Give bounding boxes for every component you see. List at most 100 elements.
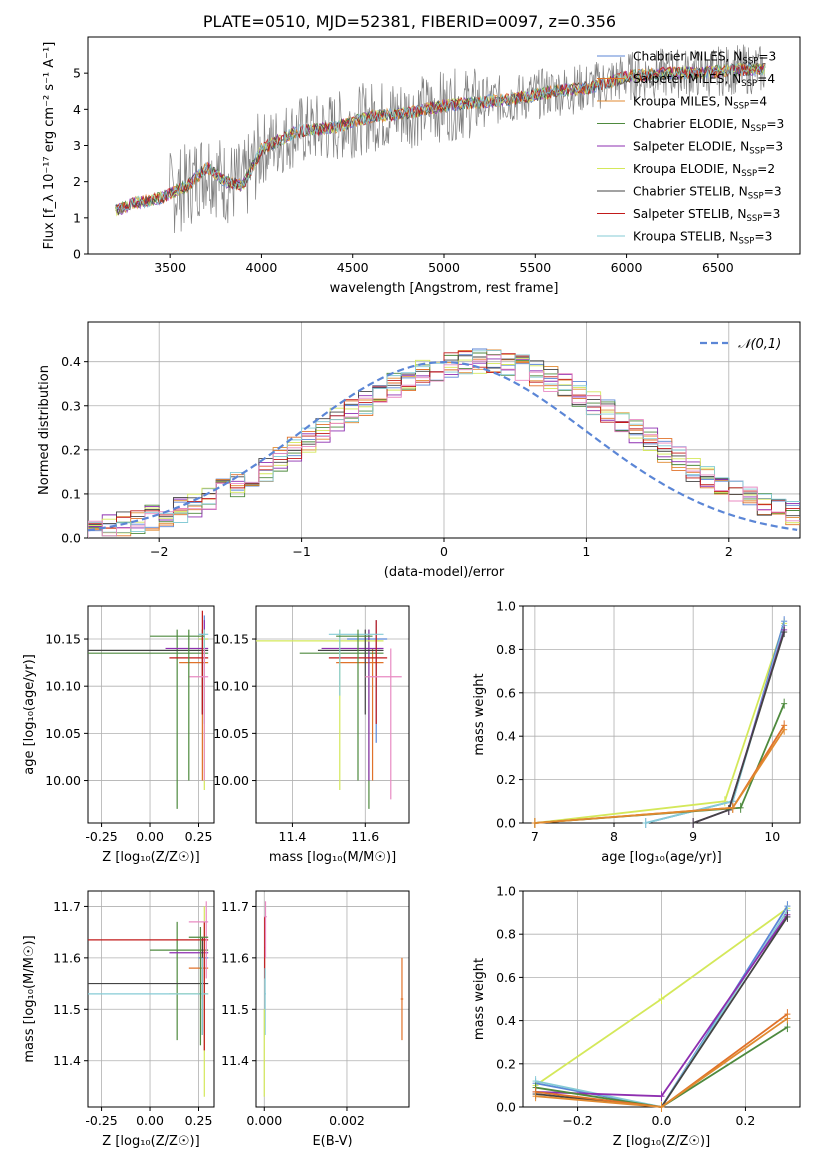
y-tick-label: 0.8	[496, 927, 516, 942]
y-axis-label: mass weight	[472, 673, 487, 755]
y-axis-label: Normed distribution	[37, 365, 52, 495]
y-tick-label: 2	[73, 174, 81, 189]
residual-histogram	[88, 350, 800, 538]
y-tick-label: 10.00	[45, 773, 81, 788]
x-tick-label: 6500	[702, 260, 734, 275]
mass-vs-Z-plot	[88, 901, 209, 1097]
weight-vs-Z-axes: −0.2 0.0 0.2 0.0 0.2 0.4 0.6 0.8 1.0 Z [log₁₀(Z/Z…	[472, 884, 801, 1149]
x-tick-label: 0	[440, 544, 448, 559]
x-axis-label: E(B-V)	[312, 1134, 352, 1149]
weight-vs-age-axes: 7 8 9 10 0.0 0.2 0.4 0.6 0.8 1.0 age [log₁₀(age/yr…	[472, 599, 801, 865]
weight-series-line	[645, 625, 786, 824]
y-tick-label: 0.4	[496, 1013, 516, 1028]
x-tick-label: 7	[531, 829, 539, 844]
model-line-salpeter-stelib	[115, 62, 766, 212]
x-tick-label: 6000	[611, 260, 643, 275]
figure-title: PLATE=0510, MJD=52381, FIBERID=0097, z=0…	[202, 12, 617, 31]
y-tick-label: 0.6	[496, 685, 516, 700]
y-tick-label: 11.6	[221, 950, 249, 965]
legend-label: Salpeter ELODIE, NSSP=3	[633, 140, 783, 157]
y-tick-label: 1	[73, 210, 81, 225]
plot-frame	[87, 890, 215, 1108]
age-vs-Z-plot	[88, 610, 209, 809]
weight-vs-Z-plot	[532, 901, 791, 1112]
y-axis-label: Flux [f_λ 10⁻¹⁷ erg cm⁻² s⁻¹ A⁻¹]	[42, 42, 57, 250]
x-tick-label: -0.25	[85, 1113, 117, 1128]
x-tick-label: 4500	[337, 260, 369, 275]
legend-label: Chabrier MILES, NSSP=3	[633, 50, 776, 67]
y-tick-label: 0.0	[496, 816, 516, 831]
residual-histogram	[88, 354, 800, 538]
legend-label: Kroupa MILES, NSSP=4	[633, 95, 767, 112]
mass-vs-EBV-axes: 0.000 0.002 11.4 11.5 11.6 11.7 E(B-V)	[221, 890, 410, 1149]
x-tick-label: 0.000	[246, 1113, 282, 1128]
age-vs-mass-plot	[256, 620, 402, 809]
y-tick-label: 0.4	[61, 354, 81, 369]
plot-frame	[255, 890, 410, 1108]
y-tick-label: 11.5	[53, 1002, 81, 1017]
spectrum-legend: Chabrier MILES, NSSP=3 Salpeter MILES, NS…	[597, 50, 784, 247]
y-tick-label: 0.0	[496, 1100, 516, 1115]
y-tick-label: 0.6	[496, 970, 516, 985]
age-vs-Z-axes: -0.25 0.00 0.25 10.00 10.05 10.10 10.15 Z [log₁…	[22, 605, 215, 865]
x-tick-label: 5000	[428, 260, 460, 275]
y-tick-label: 0	[73, 247, 81, 262]
x-tick-label: 0.2	[735, 1113, 755, 1128]
x-axis-label: age [log₁₀(age/yr)]	[601, 850, 722, 865]
y-tick-label: 10.00	[213, 773, 249, 788]
legend-label: Salpeter MILES, NSSP=4	[633, 72, 775, 89]
x-tick-label: −0.2	[562, 1113, 592, 1128]
x-tick-label: 10	[764, 829, 780, 844]
y-tick-label: 0.8	[496, 642, 516, 657]
y-axis-label: mass [log₁₀(M/M☉)]	[22, 935, 37, 1062]
y-tick-label: 11.7	[53, 899, 81, 914]
x-axis-label: Z [log₁₀(Z/Z☉)]	[102, 850, 199, 865]
gaussian-curve	[88, 361, 798, 532]
y-tick-label: 1.0	[496, 884, 516, 899]
y-tick-label: 10.15	[213, 632, 249, 647]
x-tick-label: 0.00	[136, 1113, 164, 1128]
x-tick-label: −1	[292, 544, 310, 559]
x-axis-label: (data-model)/error	[384, 565, 505, 580]
y-tick-label: 11.6	[53, 950, 81, 965]
y-tick-label: 0.2	[496, 1056, 516, 1071]
y-tick-label: 10.05	[45, 726, 81, 741]
legend-label: Chabrier STELIB, NSSP=3	[633, 185, 782, 202]
x-tick-label: 11.6	[351, 829, 379, 844]
x-tick-label: 11.4	[279, 829, 307, 844]
legend-label: Salpeter STELIB, NSSP=3	[633, 207, 780, 224]
x-tick-label: 0.25	[185, 1113, 213, 1128]
y-tick-label: 5	[73, 66, 81, 81]
x-tick-label: 9	[689, 829, 697, 844]
legend-label: Kroupa ELODIE, NSSP=2	[633, 162, 775, 179]
x-tick-label: 0.0	[652, 1113, 672, 1128]
y-tick-label: 10.10	[45, 679, 81, 694]
plot-frame	[255, 605, 410, 824]
mass-vs-Z-axes: -0.25 0.00 0.25 11.4 11.5 11.6 11.7 Z [log₁₀(Z/…	[22, 890, 215, 1149]
y-tick-label: 11.5	[221, 1002, 249, 1017]
weight-series-line	[692, 631, 786, 824]
x-axis-label: wavelength [Angstrom, rest frame]	[330, 281, 559, 296]
y-tick-label: 11.4	[53, 1053, 81, 1068]
y-tick-label: 10.05	[213, 726, 249, 741]
spectrum-plot	[114, 44, 766, 234]
legend-label: Chabrier ELODIE, NSSP=3	[633, 117, 784, 134]
weight-series-line	[534, 703, 786, 824]
y-tick-label: 4	[73, 102, 81, 117]
y-tick-label: 0.3	[61, 398, 81, 413]
y-tick-label: 0.4	[496, 729, 516, 744]
x-tick-label: 8	[610, 829, 618, 844]
x-tick-label: 1	[582, 544, 590, 559]
y-tick-label: 3	[73, 138, 81, 153]
x-axis-label: Z [log₁₀(Z/Z☉)]	[613, 1134, 710, 1149]
y-axis-label: mass weight	[472, 958, 487, 1040]
y-tick-label: 0.2	[496, 772, 516, 787]
x-tick-label: 4000	[246, 260, 278, 275]
x-tick-label: 5500	[519, 260, 551, 275]
y-tick-label: 0.2	[61, 442, 81, 457]
spectrum-data-line	[115, 44, 766, 234]
y-tick-label: 0.0	[61, 531, 81, 546]
x-tick-label: 0.00	[136, 829, 164, 844]
